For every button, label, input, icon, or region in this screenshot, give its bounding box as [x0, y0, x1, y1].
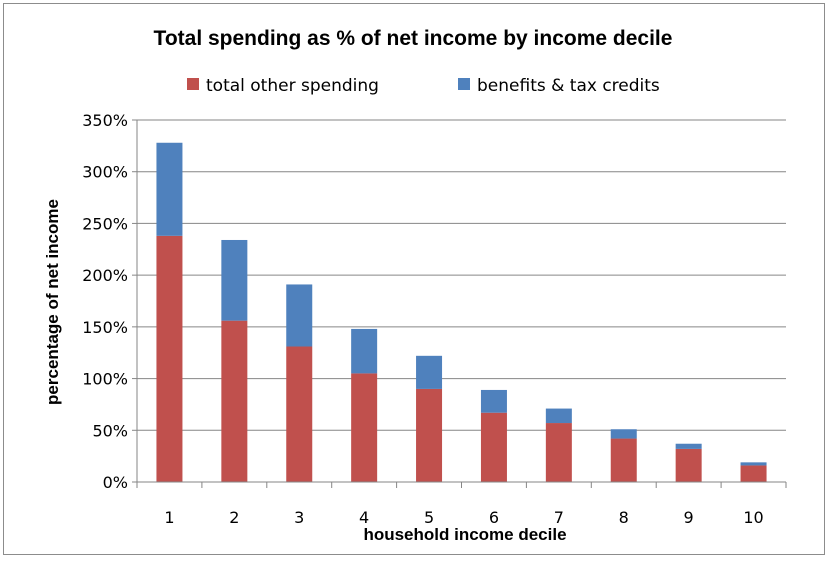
bar-total-other-spending-decile-9 [675, 448, 702, 482]
y-tick-label: 50% [92, 421, 128, 440]
x-tick-label: 8 [619, 508, 629, 527]
bar-benefits-tax-credits-decile-1 [156, 142, 183, 236]
x-tick-label: 5 [424, 508, 434, 527]
x-axis-ticks: 1 2 3 4 5 6 7 8 9 10 [136, 482, 787, 527]
y-tick-label: 150% [82, 318, 128, 337]
y-tick-label: 0% [103, 473, 128, 492]
bar-total-other-spending-decile-2 [221, 320, 248, 482]
bar-total-other-spending-decile-10 [740, 465, 767, 482]
bar-benefits-tax-credits-decile-10 [740, 462, 767, 466]
x-axis-label: household income decile [363, 525, 566, 544]
legend-swatch-benefits-tax-credits [458, 78, 470, 90]
bar-benefits-tax-credits-decile-8 [610, 429, 637, 439]
legend: total other spending benefits & tax cred… [187, 76, 660, 96]
bar-benefits-tax-credits-decile-4 [351, 328, 378, 374]
x-tick-label: 7 [554, 508, 564, 527]
bar-benefits-tax-credits-decile-6 [480, 389, 507, 413]
x-tick-label: 2 [229, 508, 239, 527]
bar-benefits-tax-credits-decile-5 [416, 355, 443, 389]
bar-total-other-spending-decile-6 [480, 412, 507, 482]
y-tick-label: 350% [82, 111, 128, 130]
x-tick-label: 1 [164, 508, 174, 527]
bar-benefits-tax-credits-decile-3 [286, 284, 313, 347]
bar-benefits-tax-credits-decile-9 [675, 443, 702, 449]
y-tick-label: 100% [82, 370, 128, 389]
y-tick-label: 300% [82, 163, 128, 182]
bar-benefits-tax-credits-decile-2 [221, 239, 248, 321]
y-axis-label: percentage of net income [43, 199, 62, 405]
bar-total-other-spending-decile-5 [416, 388, 443, 482]
y-tick-label: 200% [82, 266, 128, 285]
y-axis-ticks: 0% 50% 100% 150% 200% 250% 300% 350% [82, 111, 137, 492]
legend-swatch-total-other-spending [187, 78, 199, 90]
bar-total-other-spending-decile-7 [545, 423, 572, 482]
y-tick-label: 250% [82, 214, 128, 233]
bars [156, 142, 767, 482]
x-tick-label: 6 [489, 508, 499, 527]
bar-total-other-spending-decile-4 [351, 373, 378, 482]
legend-label-total-other-spending: total other spending [206, 76, 379, 96]
x-tick-label: 10 [743, 508, 763, 527]
chart-title: Total spending as % of net income by inc… [154, 27, 673, 50]
legend-label-benefits-tax-credits: benefits & tax credits [477, 76, 660, 96]
bar-total-other-spending-decile-8 [610, 438, 637, 482]
x-tick-label: 4 [359, 508, 369, 527]
bar-total-other-spending-decile-3 [286, 346, 313, 482]
bar-total-other-spending-decile-1 [156, 235, 183, 482]
x-tick-label: 9 [684, 508, 694, 527]
x-tick-label: 3 [294, 508, 304, 527]
bar-benefits-tax-credits-decile-7 [545, 408, 572, 424]
